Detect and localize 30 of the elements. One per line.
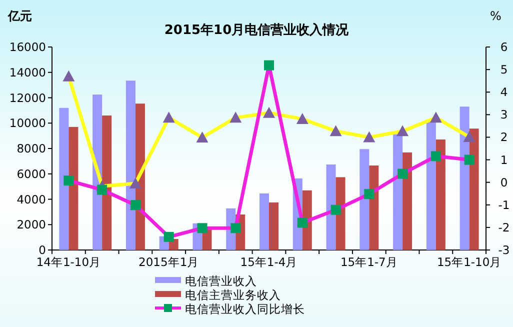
y2-tick-label: 6: [500, 40, 508, 54]
x-tick-label: 15年1-4月: [240, 255, 298, 269]
y2-tick-label: 0: [500, 175, 508, 190]
y2-tick-label: 5: [500, 62, 508, 77]
y2-tick-label: 2: [500, 130, 508, 144]
y-tick-label: 14000: [9, 65, 46, 80]
chart-title: 2015年10月电信营业收入情况: [164, 22, 350, 38]
legend-label: 电信营业收入同比增长: [185, 302, 305, 316]
y-axis-title: 亿元: [7, 9, 32, 23]
y2-tick-label: 3: [500, 108, 508, 122]
y-tick-label: 16000: [9, 40, 46, 54]
y2-tick-label: -3: [498, 243, 510, 257]
y-tick-label: 8000: [16, 142, 46, 156]
x-tick-label: 15年1-10月: [436, 255, 502, 269]
y-tick-label: 4000: [16, 192, 46, 206]
y2-tick-label: -2: [498, 220, 510, 234]
y-tick-label: 10000: [9, 116, 46, 130]
y2-tick-label: 1: [500, 152, 508, 167]
y2-axis-title: %: [490, 9, 502, 23]
y-tick-label: 12000: [9, 90, 46, 105]
y2-tick-label: 4: [500, 85, 508, 100]
y-tick-label: 6000: [16, 166, 46, 181]
legend-label: 电信营业收入: [185, 274, 257, 288]
legend-label: 电信主营业务收入: [185, 288, 281, 302]
y-tick-label: 2000: [16, 218, 46, 232]
y2-tick-label: -1: [498, 198, 510, 212]
y-tick-label: 0: [38, 243, 46, 257]
x-tick-label: 14年1-10月: [36, 255, 102, 269]
x-tick-label: 15年1-7月: [340, 255, 398, 269]
x-tick-label: 2015年1月: [138, 255, 200, 269]
